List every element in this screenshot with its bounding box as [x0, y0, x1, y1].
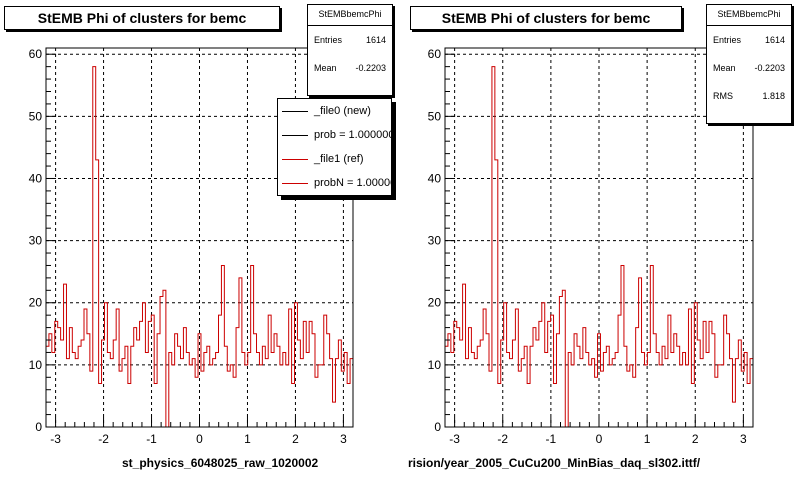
x-tick-label: -3 — [449, 432, 460, 446]
right-stats-box: StEMBbemcPhi Entries 1614 Mean -0.2203 R… — [706, 4, 792, 124]
right-stats-row-mean: Mean -0.2203 — [707, 54, 791, 82]
y-tick-label: 50 — [29, 109, 43, 123]
right-stats-value: 1.818 — [762, 91, 785, 101]
histogram-series-line — [46, 66, 353, 428]
x-tick-label: 0 — [196, 432, 203, 446]
left-stats-label: Entries — [314, 35, 343, 45]
left-chart-title-box: StEMB Phi of clusters for bemc — [4, 6, 280, 30]
histogram-series-line — [445, 66, 753, 428]
right-stats-value: 1614 — [764, 35, 785, 45]
right-chart-title: StEMB Phi of clusters for bemc — [441, 10, 651, 26]
plot-area — [445, 48, 753, 427]
y-tick-label: 20 — [29, 296, 43, 310]
left-chart-title: StEMB Phi of clusters for bemc — [37, 10, 247, 26]
legend-swatch-red — [282, 182, 308, 184]
x-tick-label: -1 — [546, 432, 557, 446]
legend-entry-file0: _file0 (new) — [278, 99, 391, 123]
x-tick-label: 3 — [740, 432, 747, 446]
legend-label: _file1 (ref) — [314, 153, 364, 165]
left-stats-row-entries: Entries 1614 — [308, 26, 392, 54]
right-x-axis-label: rision/year_2005_CuCu200_MinBias_daq_sl3… — [408, 456, 701, 470]
y-tick-label: 10 — [428, 358, 442, 372]
y-tick-label: 50 — [428, 109, 442, 123]
x-tick-label: 2 — [692, 432, 699, 446]
y-tick-label: 40 — [428, 171, 442, 185]
right-chart-title-box: StEMB Phi of clusters for bemc — [410, 6, 682, 30]
left-x-axis-label: st_physics_6048025_raw_1020002 — [122, 456, 319, 470]
left-stats-box: StEMBbemcPhi Entries 1614 Mean -0.2203 — [307, 4, 393, 96]
legend-swatch-black — [282, 110, 308, 112]
x-tick-label: -2 — [497, 432, 508, 446]
y-tick-label: 30 — [29, 234, 43, 248]
right-stats-label: Mean — [713, 63, 736, 73]
y-tick-label: 30 — [428, 234, 442, 248]
x-tick-label: -2 — [98, 432, 109, 446]
y-tick-label: 60 — [29, 47, 43, 61]
y-tick-label: 40 — [29, 171, 43, 185]
right-stats-row-entries: Entries 1614 — [707, 26, 791, 54]
x-tick-label: 0 — [596, 432, 603, 446]
right-stats-row-rms: RMS 1.818 — [707, 82, 791, 110]
y-tick-label: 0 — [434, 420, 441, 434]
right-stats-label: Entries — [713, 35, 742, 45]
left-stats-value: 1614 — [365, 35, 386, 45]
y-tick-label: 10 — [29, 358, 43, 372]
left-stats-value: -0.2203 — [355, 63, 386, 73]
legend-entry-prob: prob = 1.000000 — [278, 123, 391, 147]
x-tick-label: 1 — [644, 432, 651, 446]
legend-label: probN = 1.000000 — [314, 177, 391, 189]
right-stats-label: RMS — [713, 91, 733, 101]
x-tick-label: 3 — [340, 432, 347, 446]
legend-swatch-black — [282, 134, 308, 136]
left-stats-label: Mean — [314, 63, 337, 73]
legend-entry-file1: _file1 (ref) — [278, 147, 391, 171]
left-legend: _file0 (new) prob = 1.000000 _file1 (ref… — [277, 98, 392, 196]
legend-swatch-red — [282, 158, 308, 160]
x-tick-label: -3 — [50, 432, 61, 446]
y-tick-label: 20 — [428, 296, 442, 310]
right-stats-name: StEMBbemcPhi — [707, 5, 791, 26]
y-tick-label: 60 — [428, 47, 442, 61]
legend-label: _file0 (new) — [314, 105, 371, 117]
legend-entry-probn: probN = 1.000000 — [278, 171, 391, 195]
x-tick-label: 1 — [244, 432, 251, 446]
x-tick-label: 2 — [292, 432, 299, 446]
left-stats-row-mean: Mean -0.2203 — [308, 54, 392, 82]
right-stats-value: -0.2203 — [754, 63, 785, 73]
left-stats-name: StEMBbemcPhi — [308, 5, 392, 26]
legend-label: prob = 1.000000 — [314, 129, 392, 141]
x-tick-label: -1 — [146, 432, 157, 446]
y-tick-label: 0 — [35, 420, 42, 434]
